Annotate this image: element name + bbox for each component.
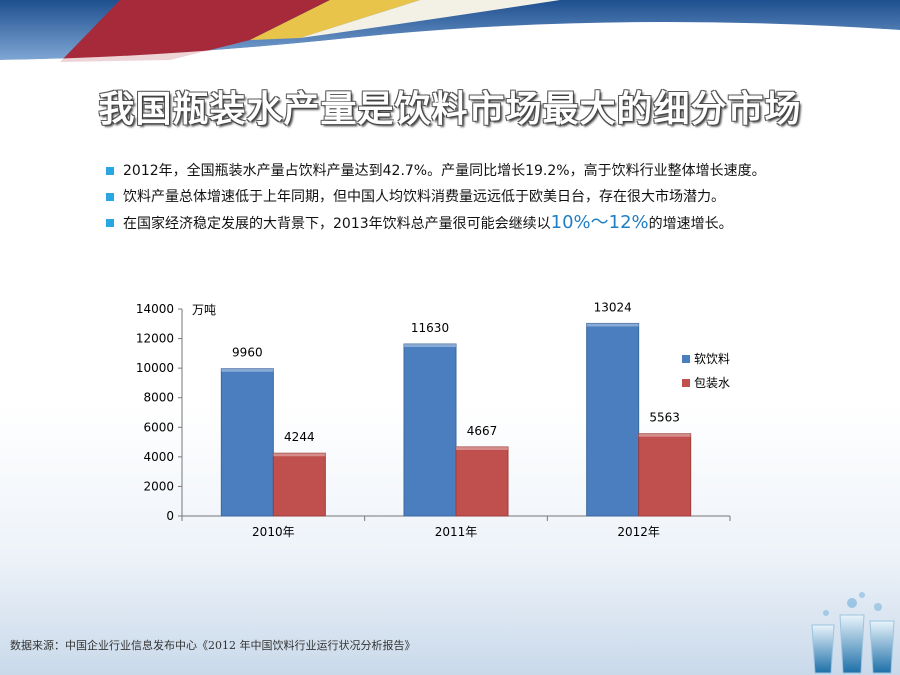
y-axis-unit-label: 万吨 [192, 303, 216, 317]
bar-soft-drink [220, 368, 274, 517]
bullet-square-icon [106, 167, 114, 175]
bullet-text: 2012年，全国瓶装水产量占饮料产量达到42.7%。产量同比增长19.2%，高于… [123, 163, 766, 179]
page-title: 我国瓶装水产量是饮料市场最大的细分市场 [98, 89, 802, 130]
bullet-square-icon [106, 219, 114, 227]
bar-highlight [586, 323, 639, 327]
y-tick-label: 14000 [136, 302, 174, 316]
data-label: 4667 [467, 424, 498, 438]
bullet-item: 2012年，全国瓶装水产量占饮料产量达到42.7%。产量同比增长19.2%，高于… [106, 158, 866, 184]
water-glasses-image [811, 592, 895, 674]
data-label: 11630 [411, 321, 449, 335]
bar-soft-drink [403, 343, 457, 517]
legend-label: 软饮料 [694, 352, 730, 366]
header-banner [0, 0, 900, 80]
data-label: 4244 [284, 430, 315, 444]
bullet-list: 2012年，全国瓶装水产量占饮料产量达到42.7%。产量同比增长19.2%，高于… [106, 158, 866, 237]
y-tick-label: 12000 [136, 332, 174, 346]
bar-highlight [638, 433, 691, 437]
x-tick-label: 2011年 [435, 525, 478, 539]
y-tick-label: 10000 [136, 361, 174, 375]
y-tick-label: 4000 [143, 450, 174, 464]
data-label: 9960 [232, 346, 263, 360]
data-label: 5563 [649, 411, 680, 425]
bullet-item: 饮料产量总体增速低于上年同期，但中国人均饮料消费量远远低于欧美日台，存在很大市场… [106, 184, 866, 210]
bullet-square-icon [106, 193, 114, 201]
bullet-item: 在国家经济稳定发展的大背景下，2013年饮料总产量很可能会继续以10%～12%的… [106, 210, 866, 237]
bullet-text: 饮料产量总体增速低于上年同期，但中国人均饮料消费量远远低于欧美日台，存在很大市场… [123, 189, 725, 205]
y-tick-label: 0 [166, 509, 174, 523]
legend-swatch-soft-drink [682, 355, 690, 363]
data-label: 13024 [594, 300, 632, 314]
bar-bottled-water [455, 446, 509, 517]
bullet-text-prefix: 在国家经济稳定发展的大背景下，2013年饮料总产量很可能会继续以 [123, 216, 551, 232]
bar-chart: 0 2000 4000 6000 8000 10000 12000 14000 万吨 2010年 9… [136, 300, 731, 539]
bar-highlight [456, 446, 508, 450]
bullet-text-suffix: 的增速增长。 [648, 216, 733, 232]
bar-bottled-water [272, 452, 326, 517]
growth-rate-highlight: 10%～12% [550, 212, 649, 233]
x-tick-label: 2010年 [252, 525, 295, 539]
bar-bottled-water [638, 433, 692, 517]
legend-swatch-bottled-water [682, 379, 690, 387]
bar-highlight [404, 344, 456, 348]
y-tick-label: 8000 [143, 391, 174, 405]
x-tick-label: 2012年 [617, 525, 660, 539]
y-tick-label: 2000 [143, 479, 174, 493]
bar-highlight [273, 453, 326, 457]
source-footnote: 数据来源：中国企业行业信息发布中心《2012 年中国饮料行业运行状况分析报告》 [10, 639, 416, 652]
bar-soft-drink [586, 322, 640, 517]
bar-highlight [221, 368, 274, 372]
y-tick-label: 6000 [143, 420, 174, 434]
legend-label: 包装水 [694, 376, 730, 390]
